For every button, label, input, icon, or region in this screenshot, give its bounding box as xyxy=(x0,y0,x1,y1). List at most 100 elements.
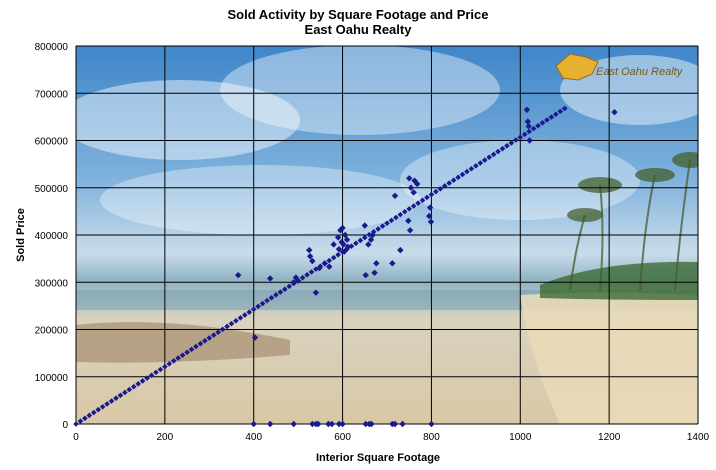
x-axis-title: Interior Square Footage xyxy=(316,452,440,464)
trend-marker xyxy=(544,117,550,123)
trend-marker xyxy=(375,226,381,232)
trend-marker xyxy=(99,403,106,410)
trend-marker xyxy=(481,157,488,163)
data-point xyxy=(339,224,346,232)
trend-marker xyxy=(424,194,430,201)
trend-marker xyxy=(113,395,119,401)
trend-marker xyxy=(308,269,315,275)
trend-marker xyxy=(122,389,128,396)
data-point xyxy=(334,234,342,241)
x-tick-label: 800 xyxy=(423,432,440,443)
y-tick-label: 800000 xyxy=(35,42,69,53)
trend-marker xyxy=(521,131,528,138)
trend-marker xyxy=(517,134,524,140)
trend-marker xyxy=(464,168,470,175)
trend-marker xyxy=(184,349,190,356)
trend-marker xyxy=(388,217,395,224)
data-point xyxy=(405,217,412,225)
data-point xyxy=(525,123,532,130)
data-point xyxy=(340,241,347,248)
x-axis-ticks: 0 200 400 600 800 1000 1200 1400 xyxy=(73,432,709,443)
trend-marker xyxy=(357,237,364,244)
x-tick-label: 1400 xyxy=(687,432,710,443)
trend-marker xyxy=(282,286,288,293)
trend-marker xyxy=(561,105,568,112)
trend-marker xyxy=(384,220,390,227)
data-point xyxy=(524,118,532,125)
data-point xyxy=(391,420,399,428)
trend-marker xyxy=(228,320,235,327)
logo-text: East Oahu Realty xyxy=(596,66,684,78)
trend-marker xyxy=(299,274,306,281)
trend-marker xyxy=(361,234,368,241)
chart-title: Sold Activity by Square Footage and Pric… xyxy=(227,7,488,22)
trend-marker xyxy=(330,254,337,261)
trend-marker xyxy=(237,315,244,321)
data-point xyxy=(428,420,435,428)
data-point xyxy=(316,264,323,272)
trend-marker xyxy=(353,240,359,247)
trend-marker xyxy=(104,401,110,407)
trend-marker xyxy=(335,251,341,258)
trend-marker xyxy=(553,111,559,118)
trend-marker xyxy=(90,409,97,416)
data-point xyxy=(342,231,349,239)
data-point xyxy=(369,231,376,239)
data-point xyxy=(368,420,375,428)
trend-marker xyxy=(437,186,444,192)
data-point xyxy=(426,204,434,211)
trend-marker xyxy=(277,289,284,295)
data-point xyxy=(309,257,316,265)
trend-marker xyxy=(490,151,497,158)
data-point xyxy=(523,106,531,113)
data-point xyxy=(251,334,259,341)
y-tick-label: 0 xyxy=(62,420,68,431)
data-point xyxy=(389,260,396,267)
data-point xyxy=(234,271,242,279)
data-point xyxy=(367,236,375,243)
data-point xyxy=(314,420,322,428)
data-point xyxy=(335,420,343,428)
trend-marker xyxy=(77,418,84,424)
trend-marker xyxy=(246,309,253,315)
x-tick-label: 600 xyxy=(334,432,351,443)
data-point xyxy=(526,137,533,144)
trend-marker xyxy=(441,183,448,189)
x-tick-label: 200 xyxy=(157,432,174,443)
trend-marker xyxy=(370,229,377,235)
chart-subtitle: East Oahu Realty xyxy=(305,22,413,37)
data-point xyxy=(339,420,346,428)
trend-marker xyxy=(206,335,213,341)
data-point xyxy=(406,175,413,182)
trend-marker xyxy=(366,231,373,238)
trend-marker xyxy=(148,372,155,379)
trend-marker xyxy=(526,128,532,135)
trend-marker xyxy=(348,243,355,249)
data-point xyxy=(407,184,415,191)
data-point xyxy=(266,420,274,428)
trend-marker xyxy=(450,177,457,184)
trend-marker xyxy=(126,386,133,393)
trend-marker xyxy=(530,125,537,132)
trend-marker xyxy=(259,300,266,307)
trend-marker xyxy=(415,200,421,206)
y-tick-label: 300000 xyxy=(35,278,69,289)
y-axis-title: Sold Price xyxy=(15,208,27,262)
trend-marker xyxy=(379,223,386,229)
y-tick-label: 600000 xyxy=(35,137,69,148)
trend-marker xyxy=(153,369,159,376)
data-point xyxy=(410,189,417,196)
data-point xyxy=(361,222,368,229)
y-axis-ticks: 0 100000 200000 300000 400000 500000 600000 700… xyxy=(35,42,69,431)
data-point xyxy=(406,227,414,234)
trend-marker xyxy=(419,197,426,204)
trend-marker xyxy=(428,191,435,198)
trend-marker xyxy=(477,160,484,166)
trend-marker xyxy=(455,174,461,181)
trend-marker xyxy=(264,297,270,304)
trend-marker xyxy=(144,375,150,381)
trend-marker xyxy=(486,154,492,161)
data-point xyxy=(373,260,380,267)
trend-marker xyxy=(397,211,404,218)
